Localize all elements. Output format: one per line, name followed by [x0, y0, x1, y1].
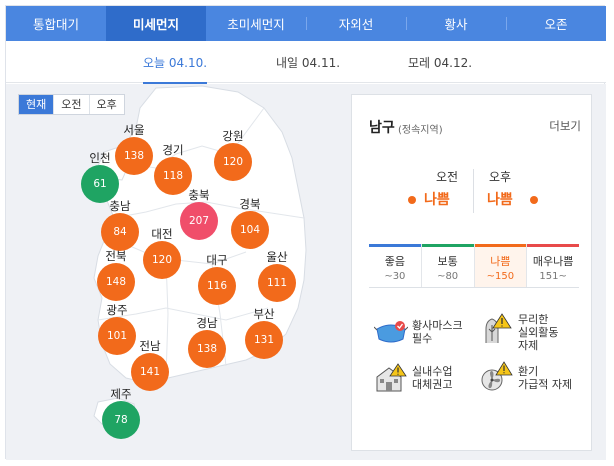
more-link[interactable]: 더보기: [549, 119, 581, 133]
am-value: 나쁨: [424, 192, 450, 208]
legend-good-bar: [369, 244, 421, 247]
grade-legend: 좋음 ~30 보통 ~80 나쁨 ~150 매우나쁨 151~: [369, 244, 579, 288]
region-bubble-jeonbuk[interactable]: 148: [97, 263, 135, 301]
region-label-daegu: 대구: [206, 253, 228, 267]
region-bubble-gyeongnam[interactable]: 138: [188, 330, 226, 368]
region-bubble-jeju[interactable]: 78: [102, 401, 140, 439]
advice-outdoor-line1: 무리한: [518, 313, 549, 326]
region-label-gwangju: 광주: [106, 303, 128, 317]
legend-normal: 보통 ~80: [420, 244, 474, 287]
advice-ventilation-line2: 가급적 자제: [518, 378, 573, 391]
legend-good-range: ~30: [384, 271, 406, 282]
pollutant-tabs: 통합대기 미세먼지 초미세먼지 자외선 황사 오존: [6, 6, 606, 41]
advice-mask-line2: 필수: [412, 332, 433, 345]
school-building-icon: [376, 363, 407, 392]
pm-value: 나쁨: [487, 192, 513, 208]
time-filter-am[interactable]: 오전: [53, 95, 88, 114]
korea-map: [93, 85, 307, 427]
region-bubble-busan[interactable]: 131: [245, 321, 283, 359]
legend-very-bad-name: 매우나쁨: [532, 255, 574, 268]
advice-mask: 황사마스크 필수: [412, 319, 463, 345]
region-bubble-incheon[interactable]: 61: [81, 165, 119, 203]
time-filter-pm[interactable]: 오후: [88, 95, 124, 114]
region-label-gangwon: 강원: [222, 129, 244, 143]
date-tabs: 오늘 04.10. 내일 04.11. 모레 04.12.: [6, 41, 606, 84]
region-bubble-daegu[interactable]: 116: [198, 267, 236, 305]
legend-very-bad-range: 151~: [539, 271, 567, 282]
region-bubble-gyeonggi[interactable]: 118: [154, 157, 192, 195]
pm-label: 오후: [489, 170, 512, 184]
advice-ventilation-line1: 환기: [518, 365, 539, 378]
region-label-gyeongnam: 경남: [196, 316, 218, 330]
legend-bad: 나쁨 ~150: [473, 244, 527, 287]
region-label-daejeon: 대전: [151, 227, 173, 241]
tab-fine-dust[interactable]: 미세먼지: [106, 6, 206, 41]
region-label-gyeonggi: 경기: [162, 143, 184, 157]
region-label-jeju: 제주: [110, 387, 132, 401]
tab-integrated-air[interactable]: 통합대기: [32, 17, 79, 32]
region-bubble-chungbuk[interactable]: 207: [180, 202, 218, 240]
advice-outdoor-line3: 자제: [518, 339, 539, 352]
legend-normal-name: 보통: [437, 255, 458, 268]
tab-yellow-dust[interactable]: 황사: [406, 6, 506, 41]
am-label: 오전: [436, 170, 459, 184]
advice-indoor-class: 실내수업 대체권고: [412, 365, 452, 391]
legend-normal-range: ~80: [437, 271, 459, 282]
advice-mask-line1: 황사마스크: [412, 319, 463, 332]
region-bubble-jeonnam[interactable]: 141: [131, 353, 169, 391]
mask-icon: [374, 321, 408, 343]
am-status-dot: [408, 196, 416, 204]
region-label-incheon: 인천: [89, 151, 111, 165]
legend-very-bad: 매우나쁨 151~: [526, 244, 579, 287]
region-label-chungbuk: 충북: [188, 188, 210, 202]
date-tab-today[interactable]: 오늘 04.10.: [143, 41, 208, 84]
pm-status-dot: [530, 196, 538, 204]
air-quality-widget: 통합대기 미세먼지 초미세먼지 자외선 황사 오존 오늘 04.10. 내일 0…: [5, 5, 606, 460]
tab-ozone[interactable]: 오존: [506, 6, 606, 41]
region-label-jeonnam: 전남: [139, 339, 161, 353]
region-label-jeonbuk: 전북: [105, 249, 127, 263]
date-tab-tomorrow[interactable]: 내일 04.11.: [276, 56, 341, 70]
region-label-seoul: 서울: [123, 123, 145, 137]
region-label-busan: 부산: [253, 307, 275, 321]
legend-bad-range: ~150: [486, 271, 515, 282]
legend-very-bad-bar: [527, 244, 579, 247]
outdoor-activity-warning-icon: [485, 313, 512, 343]
region-label-chungnam: 충남: [109, 199, 131, 213]
advice-outdoor-line2: 실외활동: [518, 326, 559, 339]
region-bubble-seoul[interactable]: 138: [115, 137, 153, 175]
region-label-ulsan: 울산: [266, 250, 288, 264]
tab-ultrafine-dust[interactable]: 초미세먼지: [227, 17, 285, 32]
time-filter-now[interactable]: 현재: [19, 95, 54, 114]
legend-bad-bar: [474, 244, 527, 247]
advice-indoor-class-line2: 대체권고: [412, 378, 453, 391]
panel-location: 남구: [369, 120, 395, 136]
tab-uv[interactable]: 자외선: [306, 6, 406, 41]
am-pm-divider: [473, 169, 474, 213]
ventilation-fan-icon: [481, 361, 513, 391]
date-tab-day-after[interactable]: 모레 04.12.: [408, 56, 473, 70]
content-area: 현재 오전 오후 인천 61 서울 138 경기 118 강원 120 충남 8…: [6, 84, 606, 460]
region-detail-panel: 남구 (정속지역) 더보기 오전 오후 나쁨 나쁨 좋음 ~30 보통 ~80: [351, 94, 592, 451]
legend-good: 좋음 ~30: [369, 244, 421, 287]
legend-good-name: 좋음: [384, 255, 405, 268]
region-bubble-chungnam[interactable]: 84: [101, 213, 139, 251]
region-bubble-gwangju[interactable]: 101: [98, 317, 136, 355]
region-label-gyeongbuk: 경북: [239, 197, 261, 211]
advice-indoor-class-line1: 실내수업: [412, 365, 453, 378]
panel-location-sub: (정속지역): [398, 125, 443, 136]
time-filter: 현재 오전 오후: [18, 94, 125, 115]
region-bubble-gyeongbuk[interactable]: 104: [231, 211, 269, 249]
legend-bad-name: 나쁨: [490, 255, 511, 268]
region-bubble-gangwon[interactable]: 120: [214, 143, 252, 181]
region-bubble-daejeon[interactable]: 120: [143, 241, 181, 279]
advice-outdoor: 무리한 실외활동 자제: [518, 313, 558, 352]
region-bubble-ulsan[interactable]: 111: [258, 264, 296, 302]
legend-normal-bar: [421, 244, 474, 247]
advice-ventilation: 환기 가급적 자제: [518, 365, 572, 391]
